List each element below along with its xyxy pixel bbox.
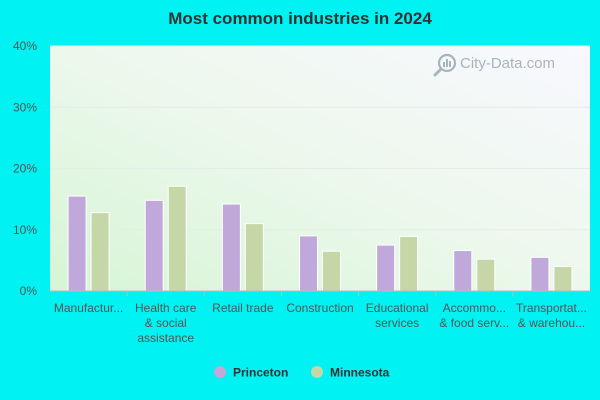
bar-minnesota xyxy=(476,258,496,292)
y-axis: 0% 10% 20% 30% 40% xyxy=(13,39,37,298)
x-tick-label: Accommo... & food serv... xyxy=(439,301,509,330)
bar-princeton xyxy=(376,244,396,292)
x-tick-label-line: Manufactur... xyxy=(54,301,123,315)
y-tick-label: 30% xyxy=(13,100,37,114)
bar-princeton xyxy=(453,250,473,292)
bar-minnesota xyxy=(90,212,110,292)
bar-minnesota xyxy=(167,185,187,292)
watermark-text: City-Data.com xyxy=(460,55,555,72)
x-axis: Manufactur... Health care & social assistan… xyxy=(50,290,590,345)
legend-label-minnesota: Minnesota xyxy=(330,366,390,380)
x-tick-label-line: Accommo... xyxy=(443,301,506,315)
x-tick-label-line: assistance xyxy=(137,331,194,345)
x-tick-label-line: & warehou... xyxy=(518,316,585,330)
bar-princeton xyxy=(144,199,164,292)
bar-princeton xyxy=(299,235,318,292)
bar-minnesota xyxy=(399,235,419,292)
y-tick-label: 10% xyxy=(13,223,37,237)
bar-minnesota xyxy=(322,250,341,292)
y-tick-label: 20% xyxy=(13,162,37,176)
x-tick-label-line: Educational xyxy=(366,301,429,315)
bar-princeton xyxy=(67,195,87,292)
legend-swatch-minnesota xyxy=(311,366,323,378)
legend-label-princeton: Princeton xyxy=(233,366,288,380)
x-tick-label-line: Retail trade xyxy=(212,301,274,315)
x-tick-label: Educational services xyxy=(366,301,429,330)
bar-princeton xyxy=(530,256,550,292)
search-magnifier-icon xyxy=(433,53,457,77)
bar-minnesota xyxy=(553,266,573,292)
legend-swatch-princeton xyxy=(214,366,226,378)
legend: Princeton Minnesota xyxy=(214,366,390,380)
chart-title: Most common industries in 2024 xyxy=(168,9,432,28)
x-tick-label-line: services xyxy=(375,316,419,330)
x-tick-label: Manufactur... xyxy=(54,301,123,315)
x-tick-label-line: & food serv... xyxy=(439,316,509,330)
x-tick-label-line: & social xyxy=(145,316,187,330)
bar-minnesota xyxy=(244,223,264,292)
x-tick-label-line: Health care xyxy=(135,301,197,315)
x-tick-label: Health care & social assistance xyxy=(135,301,197,345)
grid-lines xyxy=(50,45,590,231)
watermark: City-Data.com xyxy=(433,53,555,77)
x-tick-label: Construction xyxy=(286,301,353,315)
y-tick-label: 0% xyxy=(20,284,38,298)
x-tick-label: Transportat... & warehou... xyxy=(516,301,587,330)
x-tick-label: Retail trade xyxy=(212,301,274,315)
x-tick-label-line: Transportat... xyxy=(516,301,587,315)
bar-princeton xyxy=(221,203,241,292)
bars xyxy=(67,185,573,292)
y-tick-label: 40% xyxy=(13,39,37,53)
x-tick-label-line: Construction xyxy=(286,301,353,315)
